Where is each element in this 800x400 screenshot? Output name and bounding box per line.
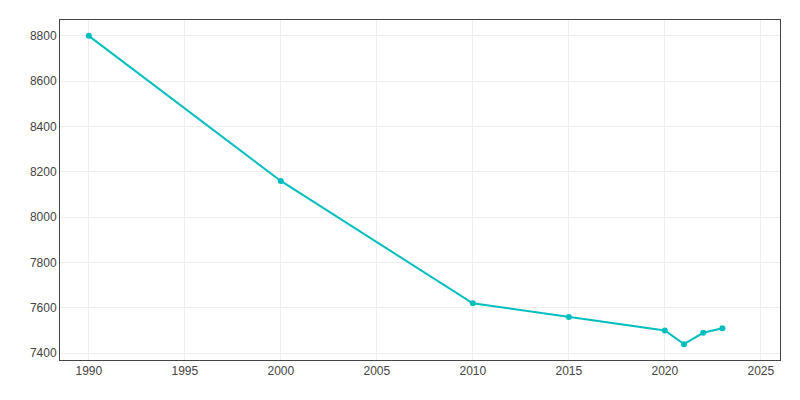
svg-text:1990: 1990 xyxy=(75,364,102,378)
svg-text:7600: 7600 xyxy=(30,301,57,315)
svg-text:2010: 2010 xyxy=(459,364,486,378)
svg-text:2015: 2015 xyxy=(555,364,582,378)
svg-text:2020: 2020 xyxy=(651,364,678,378)
svg-text:7400: 7400 xyxy=(30,346,57,360)
svg-text:8800: 8800 xyxy=(30,29,57,43)
svg-text:8400: 8400 xyxy=(30,120,57,134)
svg-text:8000: 8000 xyxy=(30,210,57,224)
svg-text:2000: 2000 xyxy=(267,364,294,378)
svg-text:2005: 2005 xyxy=(363,364,390,378)
svg-text:8200: 8200 xyxy=(30,165,57,179)
svg-text:7800: 7800 xyxy=(30,256,57,270)
svg-text:8600: 8600 xyxy=(30,74,57,88)
svg-text:2025: 2025 xyxy=(747,364,774,378)
svg-text:1995: 1995 xyxy=(171,364,198,378)
